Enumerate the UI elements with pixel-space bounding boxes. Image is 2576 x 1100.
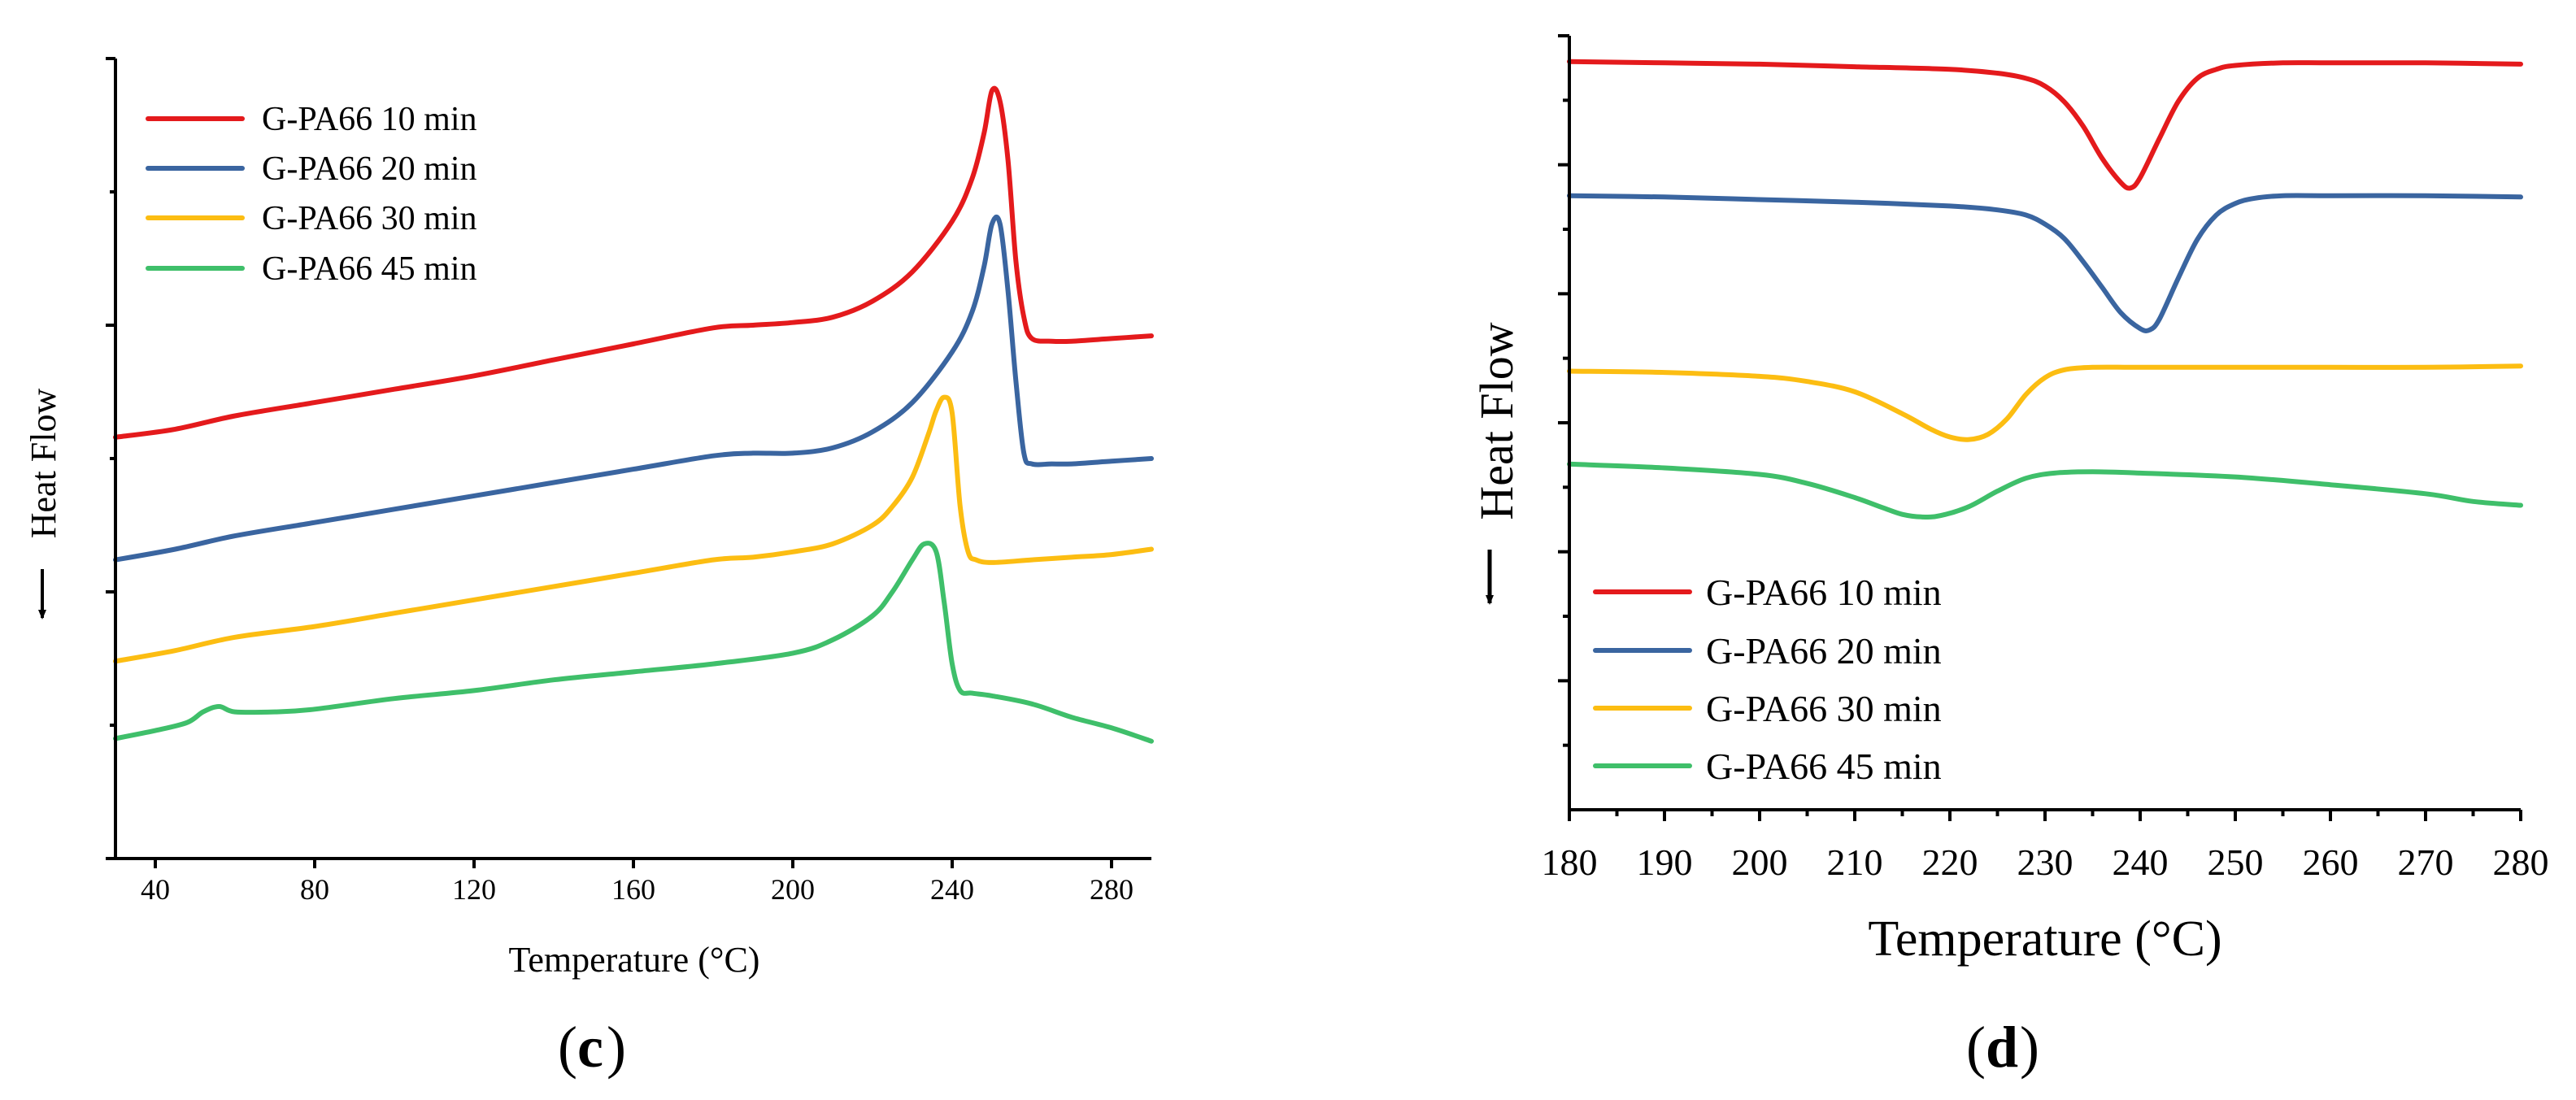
chart-d-x-tick-label: 230: [2017, 841, 2073, 883]
chart-c-panel-close-paren: ): [607, 1015, 626, 1080]
chart-panel-c: 40 80 120 160 200 240 280 Temperature (°C) Hea…: [24, 57, 1154, 1080]
chart-c-panel-label: ( c ): [558, 1015, 626, 1080]
chart-c-x-axis-title: Temperature (°C): [509, 940, 760, 980]
chart-c-x-tick-label: 40: [141, 873, 170, 906]
chart-c-x-tick-label: 160: [611, 873, 655, 906]
chart-c-series-1-line: [113, 85, 1154, 440]
chart-c-legend: G-PA66 10 min G-PA66 20 min G-PA66 30 mi…: [146, 101, 477, 288]
chart-d-x-tick-label: 190: [1637, 841, 1693, 883]
chart-c-series-group: [113, 85, 1154, 744]
chart-c-y-axis-title: Heat Flow: [24, 389, 63, 539]
chart-d-panel-open-paren: (: [1966, 1015, 1986, 1080]
chart-d-panel-label: ( d ): [1966, 1015, 2039, 1080]
chart-c-legend-label-3: G-PA66 30 min: [262, 200, 477, 237]
chart-c-x-tick-label: 240: [930, 873, 974, 906]
chart-panel-d: 180 190 200 210 220 230 240 250 260 270 280 Temper…: [1470, 34, 2549, 1080]
chart-d-series-1-line: [1567, 59, 2523, 191]
chart-d-y-axis-title-group: Heat Flow: [1470, 322, 1523, 605]
chart-d-series-group: [1567, 59, 2523, 520]
chart-c-series-4-line: [113, 541, 1154, 744]
chart-d-x-tick-label: 200: [1732, 841, 1788, 883]
chart-d-x-tick-label: 240: [2113, 841, 2169, 883]
chart-c-panel-letter: c: [577, 1015, 603, 1080]
chart-c-series-2-line: [113, 214, 1154, 563]
chart-d-legend-label-1: G-PA66 10 min: [1706, 572, 1942, 613]
chart-d-panel-close-paren: ): [2020, 1015, 2039, 1080]
chart-c-x-tick-label: 200: [771, 873, 815, 906]
chart-d-x-tick-label: 180: [1542, 841, 1598, 883]
chart-c-x-tick-label: 280: [1090, 873, 1134, 906]
chart-d-x-tick-label: 220: [1922, 841, 1978, 883]
chart-d-series-3-line: [1567, 363, 2523, 442]
chart-d-legend-label-2: G-PA66 20 min: [1706, 630, 1942, 672]
chart-d-series-2-line: [1567, 193, 2523, 333]
chart-d-x-tick-label: 280: [2493, 841, 2549, 883]
chart-d-x-tick-label: 250: [2208, 841, 2264, 883]
chart-d-x-tick-label: 270: [2398, 841, 2454, 883]
chart-d-x-axis-title: Temperature (°C): [1868, 911, 2221, 967]
chart-d-x-tick-label: 210: [1827, 841, 1883, 883]
chart-d-panel-letter: d: [1986, 1015, 2018, 1080]
chart-c-ticks: 40 80 120 160 200 240 280: [106, 57, 1134, 906]
chart-d-legend-label-3: G-PA66 30 min: [1706, 688, 1942, 729]
chart-d-y-axis-title: Heat Flow: [1470, 322, 1523, 520]
chart-c-legend-label-1: G-PA66 10 min: [262, 101, 477, 138]
chart-c-y-axis-title-group: Heat Flow: [24, 389, 63, 620]
chart-c-legend-label-2: G-PA66 20 min: [262, 150, 477, 188]
chart-c-x-tick-label: 120: [452, 873, 496, 906]
chart-c-panel-open-paren: (: [558, 1015, 577, 1080]
chart-c-series-3-line: [113, 394, 1154, 664]
chart-d-x-tick-label: 260: [2303, 841, 2359, 883]
chart-d-series-4-line: [1567, 461, 2523, 520]
chart-c-x-tick-label: 80: [300, 873, 329, 906]
chart-d-ticks: 180 190 200 210 220 230 240 250 260 270 280: [1542, 34, 2549, 883]
chart-d-legend: G-PA66 10 min G-PA66 20 min G-PA66 30 mi…: [1593, 572, 1942, 787]
chart-d-legend-label-4: G-PA66 45 min: [1706, 746, 1942, 787]
chart-c-legend-label-4: G-PA66 45 min: [262, 250, 477, 288]
